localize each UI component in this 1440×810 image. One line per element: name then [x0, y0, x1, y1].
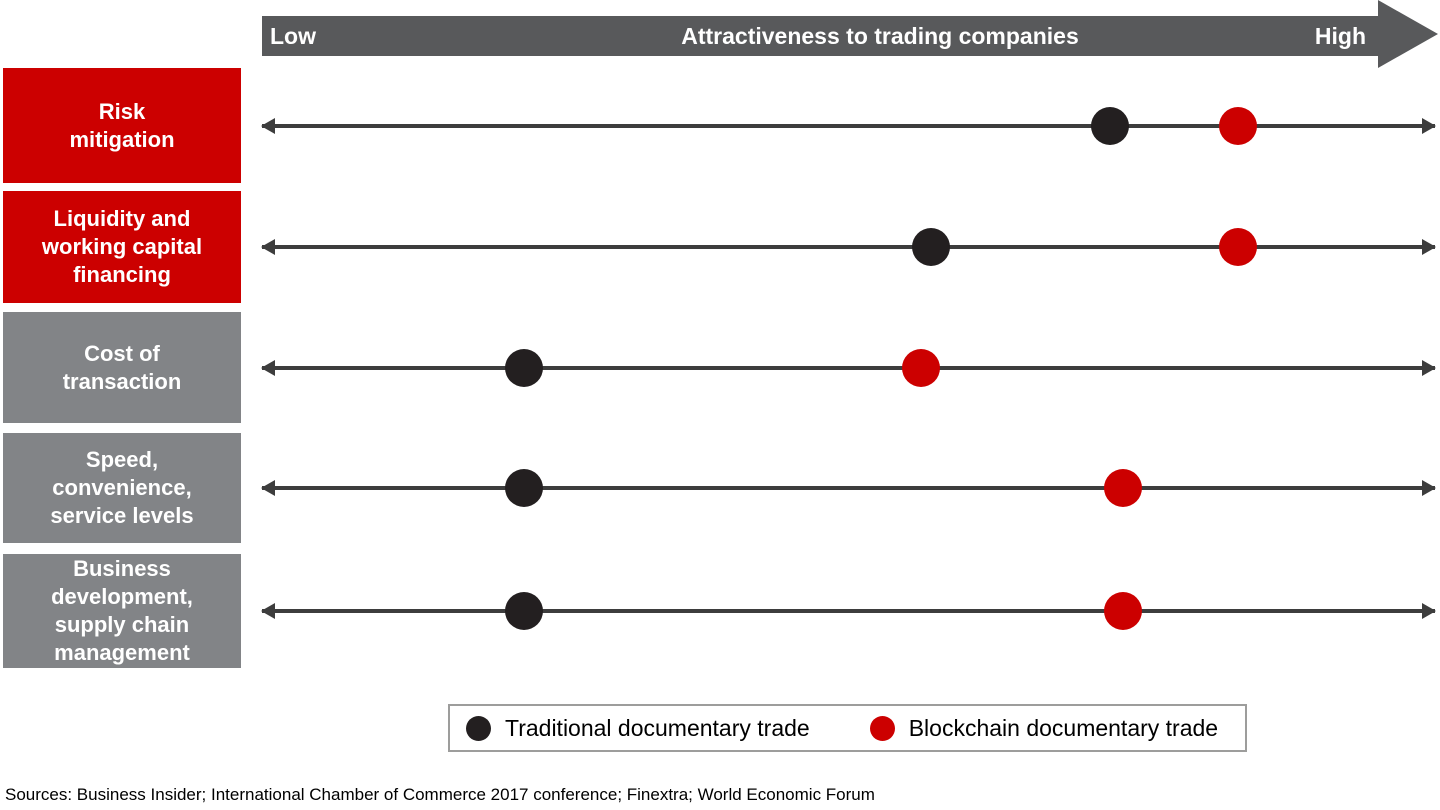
dimension-row-cost: Cost of transaction — [0, 312, 1440, 423]
row-axis-line — [261, 592, 1436, 630]
right-arrowhead-icon — [1422, 480, 1436, 496]
left-arrowhead-icon — [261, 117, 275, 134]
category-box: Liquidity and working capital financing — [3, 191, 241, 303]
category-box: Business development, supply chain manag… — [3, 554, 241, 668]
left-arrowhead-icon — [261, 603, 275, 619]
blockchain-legend-dot-icon — [869, 715, 895, 741]
row-axis-line — [261, 228, 1436, 266]
traditional-dot — [1091, 106, 1130, 145]
traditional-legend-dot-icon — [466, 715, 491, 741]
right-arrowhead-icon — [1422, 239, 1436, 255]
right-arrowhead-icon — [1422, 359, 1436, 376]
dimension-row-speed: Speed, convenience, service levels — [0, 433, 1440, 543]
traditional-dot — [911, 228, 950, 266]
category-label: Cost of transaction — [62, 340, 182, 394]
right-arrowhead-icon — [1422, 603, 1436, 619]
row-axis-line — [261, 106, 1436, 145]
axis-high-label: High — [1314, 22, 1366, 49]
blockchain-dot — [1218, 106, 1257, 145]
dimension-row-risk-mitigation: Risk mitigation — [0, 68, 1440, 183]
axis-title: Attractiveness to trading companies — [681, 22, 1079, 49]
row-axis-line — [261, 469, 1436, 507]
legend-item-traditional: Traditional documentary trade — [466, 715, 810, 742]
blockchain-dot — [902, 348, 941, 387]
category-box: Speed, convenience, service levels — [3, 433, 241, 543]
category-label: Risk mitigation — [69, 98, 175, 152]
left-arrowhead-icon — [261, 359, 275, 376]
row-axis-line — [261, 348, 1436, 387]
traditional-dot — [504, 592, 543, 630]
dimension-row-liquidity: Liquidity and working capital financing — [0, 191, 1440, 303]
left-arrowhead-icon — [261, 480, 275, 496]
legend-label: Blockchain documentary trade — [908, 714, 1219, 741]
attractiveness-axis: Low High Attractiveness to trading compa… — [262, 0, 1438, 68]
category-label: Speed, convenience, service levels — [50, 447, 194, 528]
blockchain-dot — [1103, 592, 1142, 630]
category-label: Liquidity and working capital financing — [41, 206, 203, 287]
legend: Traditional documentary trade Blockchain… — [448, 704, 1247, 752]
category-label: Business development, supply chain manag… — [51, 556, 193, 665]
traditional-dot — [504, 469, 543, 507]
right-arrowhead-icon — [1422, 117, 1436, 134]
axis-arrowhead-icon — [1378, 0, 1438, 68]
traditional-dot — [504, 348, 543, 387]
category-box: Risk mitigation — [3, 68, 241, 183]
left-arrowhead-icon — [261, 239, 275, 255]
category-box: Cost of transaction — [3, 312, 241, 423]
blockchain-dot — [1103, 469, 1142, 507]
legend-label: Traditional documentary trade — [505, 714, 810, 741]
dimension-row-business-development: Business development, supply chain manag… — [0, 554, 1440, 668]
axis-bar: Low High — [262, 16, 1378, 56]
sources-note: Sources: Business Insider; International… — [5, 785, 875, 804]
blockchain-dot — [1218, 228, 1257, 266]
legend-item-blockchain: Blockchain documentary trade — [869, 714, 1219, 742]
axis-low-label: Low — [270, 22, 316, 49]
